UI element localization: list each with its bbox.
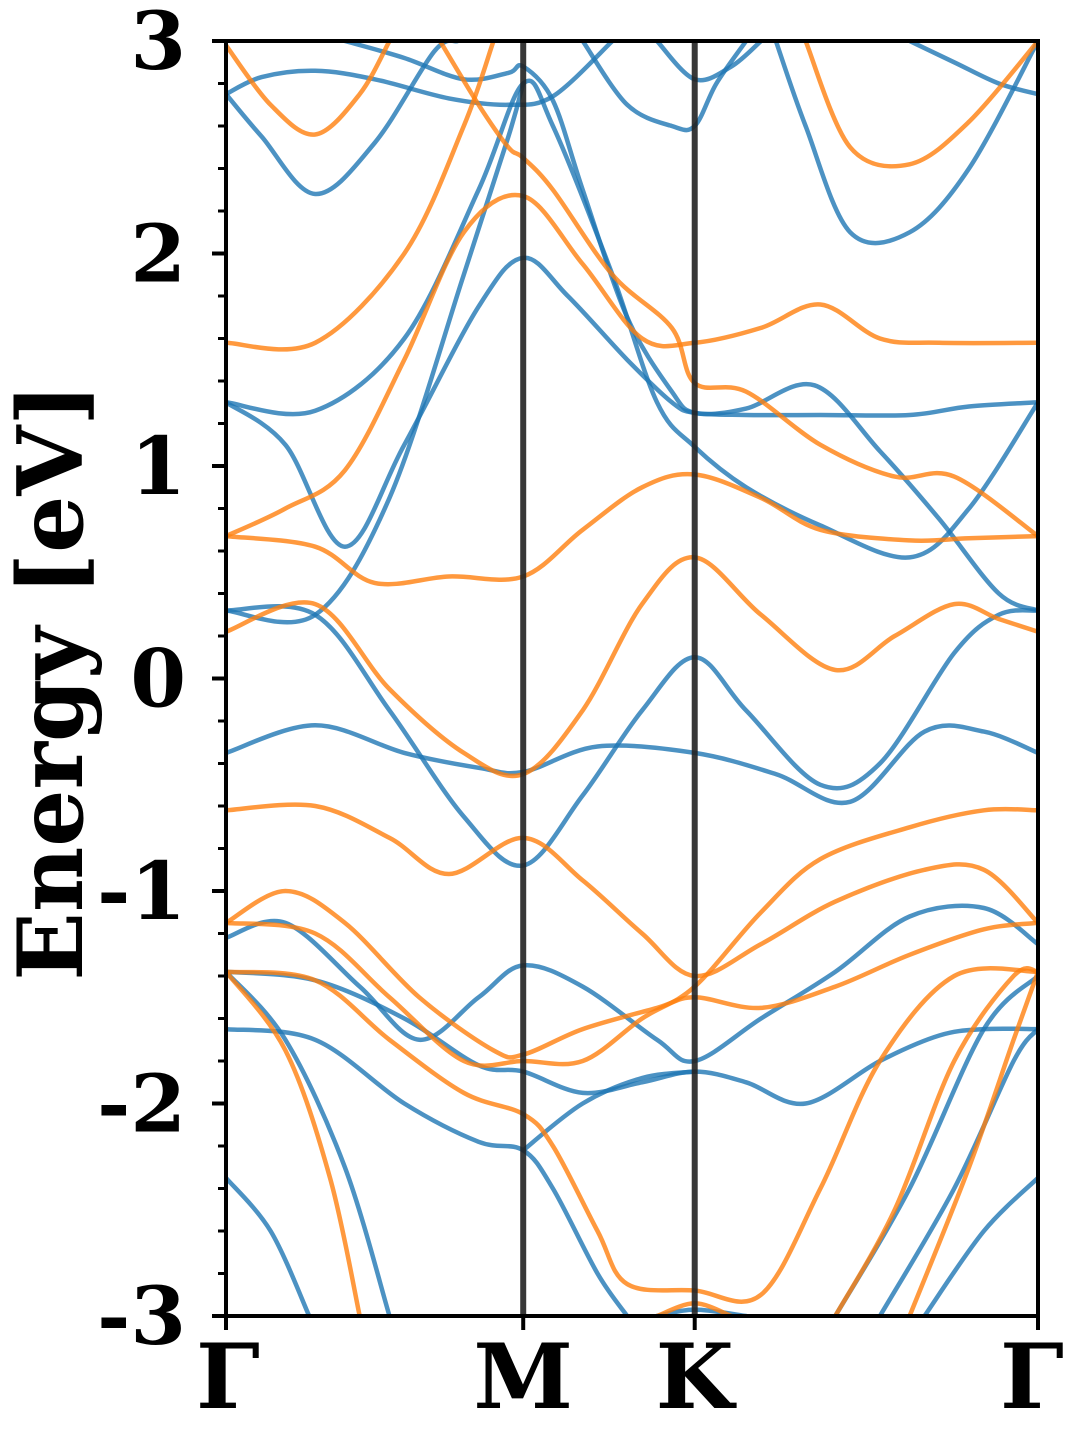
spin-up-band bbox=[226, 969, 1038, 1107]
spin-up-band bbox=[226, 41, 461, 197]
spin-up-band bbox=[520, 1069, 697, 1153]
y-tick-label: 1 bbox=[130, 419, 186, 513]
spin-down-band bbox=[226, 969, 362, 1316]
spin-up-band bbox=[226, 604, 1038, 868]
y-tick-label: -3 bbox=[97, 1269, 186, 1363]
spin-up-band bbox=[226, 969, 392, 1316]
x-tick-label: Γ bbox=[1000, 1324, 1064, 1430]
spin-down-band bbox=[226, 41, 496, 352]
spin-down-band bbox=[437, 41, 1038, 539]
spin-down-band bbox=[226, 41, 392, 137]
spin-up-band bbox=[226, 255, 1038, 549]
spin-down-band bbox=[226, 555, 1038, 779]
spin-up-band bbox=[226, 1175, 312, 1316]
spin-down-band bbox=[907, 969, 1038, 1316]
spin-down-band bbox=[833, 966, 1038, 1316]
spin-up-band bbox=[580, 41, 749, 133]
spin-up-band bbox=[922, 1175, 1038, 1316]
spin-up-band bbox=[226, 903, 1038, 1064]
spin-down-band bbox=[226, 888, 1038, 1060]
y-tick-label: -2 bbox=[97, 1057, 186, 1151]
y-tick-label: 0 bbox=[130, 632, 186, 726]
y-tick-labels: 3 2 1 0 -1 -2 -3 bbox=[97, 0, 186, 1363]
x-tick-label: M bbox=[473, 1324, 573, 1430]
x-tick-label: Γ bbox=[196, 1324, 260, 1430]
high-symmetry-lines bbox=[520, 41, 698, 1316]
spin-up-band bbox=[226, 723, 1038, 806]
spin-up-band bbox=[342, 41, 1038, 613]
y-axis-title: Energy [eV] bbox=[0, 383, 104, 981]
y-tick-label: 3 bbox=[130, 0, 186, 88]
spin-up-band bbox=[773, 41, 1038, 246]
y-tick-label: 2 bbox=[130, 207, 186, 301]
x-tick-label: K bbox=[656, 1324, 737, 1430]
spin-down-band bbox=[226, 192, 1038, 539]
spin-up-band bbox=[877, 1026, 1038, 1316]
spin-up-band bbox=[907, 41, 1038, 97]
band-lines bbox=[226, 41, 1038, 1316]
spin-down-band bbox=[226, 802, 1038, 979]
spin-up-band bbox=[226, 1026, 630, 1316]
axis-ticks bbox=[212, 39, 1040, 1330]
spin-up-band bbox=[654, 41, 764, 83]
spin-down-band bbox=[226, 806, 1038, 1068]
spin-down-band bbox=[226, 471, 1038, 587]
plot-frame bbox=[224, 39, 1040, 1318]
spin-down-band bbox=[226, 966, 1038, 1304]
spin-up-band bbox=[226, 78, 1038, 560]
spin-down-band bbox=[803, 41, 1038, 169]
y-tick-label: -1 bbox=[97, 844, 186, 938]
spin-up-band bbox=[226, 81, 526, 625]
